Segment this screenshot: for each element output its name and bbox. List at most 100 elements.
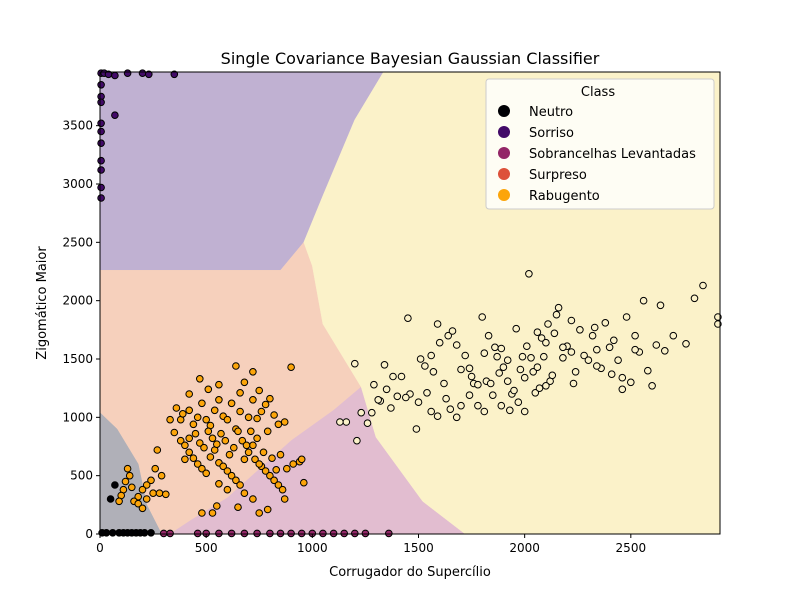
y-tick-label-1: 500: [70, 469, 93, 483]
point-s3-82: [191, 429, 200, 438]
point-s4-124: [503, 356, 512, 365]
point-s3-103: [215, 480, 223, 488]
point-s4-3: [380, 361, 389, 369]
point-s3-87: [213, 440, 221, 449]
legend-label-2: Sobrancelhas Levantadas: [529, 147, 696, 162]
y-tick-label-0: 0: [85, 527, 93, 541]
point-s4-23: [474, 380, 482, 389]
point-s3-8: [210, 406, 219, 415]
point-s4-102: [368, 408, 376, 417]
point-s4-106: [336, 418, 344, 426]
point-s4-121: [533, 328, 542, 337]
legend: Class Neutro Sorriso Sobrancelhas Levantad…: [485, 78, 715, 210]
point-s4-53: [588, 331, 597, 340]
point-s3-118: [215, 380, 223, 389]
point-s4-45: [554, 303, 563, 312]
point-s3-77: [149, 489, 157, 498]
point-s3-73: [115, 497, 123, 506]
point-s4-62: [627, 378, 635, 387]
point-s4-100: [387, 404, 395, 412]
point-s4-68: [652, 341, 661, 349]
point-s3-47: [244, 448, 253, 457]
point-s3-49: [253, 434, 261, 443]
point-s3-90: [225, 450, 234, 459]
point-s4-77: [497, 401, 506, 410]
point-s3-36: [198, 464, 206, 473]
point-s4-91: [452, 413, 461, 422]
point-s3-52: [266, 471, 274, 480]
point-s3-119: [204, 385, 213, 394]
point-s3-86: [208, 434, 217, 443]
point-s4-26: [484, 331, 493, 340]
point-s3-46: [240, 455, 249, 464]
point-s3-80: [181, 455, 189, 464]
point-s0-9: [108, 529, 117, 537]
y-axis-ticks: 0 500 1000 1500 2000 2500 3000 3500: [62, 119, 100, 541]
point-s3-99: [263, 427, 272, 436]
point-s4-25: [480, 349, 489, 358]
point-s4-95: [427, 407, 436, 416]
point-s1-3: [111, 71, 119, 80]
point-s4-27: [491, 343, 499, 352]
point-s4-103: [363, 419, 372, 428]
point-s3-31: [176, 436, 185, 445]
point-s3-111: [255, 509, 264, 517]
point-s1-13: [97, 166, 105, 174]
point-s3-61: [151, 464, 159, 473]
point-s3-12: [227, 399, 236, 408]
point-s3-95: [247, 427, 255, 436]
point-s3-57: [289, 460, 298, 468]
point-s1-9: [97, 119, 105, 128]
point-s4-28: [493, 352, 501, 361]
point-s4-66: [644, 366, 652, 375]
point-s4-41: [540, 352, 548, 361]
point-s4-108: [382, 385, 391, 394]
point-s3-113: [280, 495, 289, 503]
point-s3-92: [234, 427, 242, 436]
point-s4-52: [584, 356, 593, 365]
point-s0-8: [140, 529, 149, 537]
point-s3-45: [236, 481, 244, 489]
point-s4-70: [661, 347, 669, 355]
point-s3-29: [166, 415, 174, 424]
legend-label-0: Neutro: [529, 105, 573, 120]
point-s4-20: [461, 351, 470, 360]
y-tick-label-6: 3000: [62, 177, 93, 191]
point-s3-4: [193, 413, 202, 422]
point-s3-41: [219, 462, 227, 471]
point-s4-80: [514, 398, 523, 407]
point-s1-10: [97, 127, 105, 136]
point-s3-20: [261, 400, 270, 409]
point-s3-5: [198, 399, 206, 408]
point-s3-33: [185, 448, 193, 457]
point-s3-112: [263, 505, 272, 514]
point-s4-97: [412, 425, 421, 433]
point-s4-69: [656, 301, 665, 310]
point-s3-97: [255, 460, 264, 468]
point-s3-74: [134, 499, 142, 508]
point-s1-4: [123, 69, 132, 77]
point-s2-9: [297, 529, 306, 538]
point-s3-55: [278, 485, 287, 494]
point-s3-60: [157, 471, 166, 480]
point-s4-87: [480, 407, 489, 416]
point-s3-83: [196, 439, 204, 447]
point-s4-60: [618, 373, 627, 382]
point-s3-32: [181, 441, 189, 450]
point-s4-71: [669, 331, 678, 340]
point-s4-40: [537, 334, 546, 342]
point-s4-16: [444, 331, 453, 340]
point-s3-42: [223, 467, 232, 475]
point-s4-59: [614, 356, 622, 365]
point-s3-102: [276, 450, 285, 459]
x-tick-label-2: 1000: [297, 541, 328, 555]
point-s3-81: [185, 434, 193, 443]
y-tick-label-2: 1000: [62, 410, 93, 424]
point-s4-42: [542, 338, 550, 347]
point-s1-15: [97, 194, 105, 202]
point-s3-28: [185, 390, 193, 398]
point-s4-115: [631, 345, 639, 354]
point-s4-12: [429, 368, 438, 376]
point-s2-15: [361, 529, 370, 538]
point-s3-76: [142, 495, 151, 503]
